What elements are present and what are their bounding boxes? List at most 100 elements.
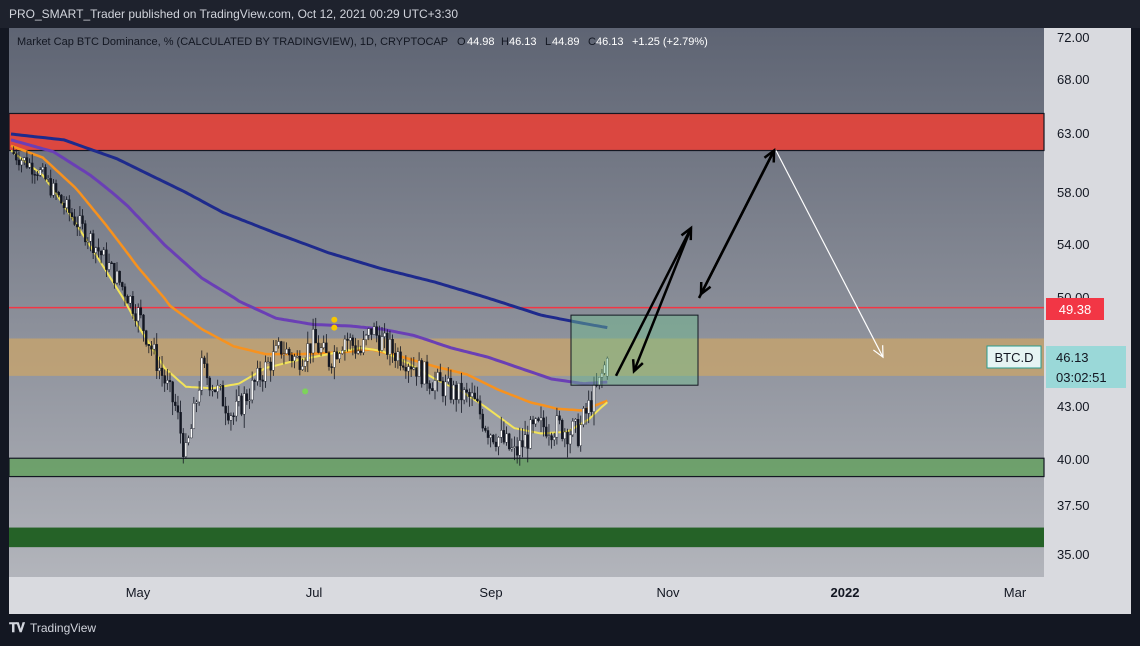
candle-body: [539, 417, 543, 421]
candle-body: [409, 366, 413, 370]
candle-body: [195, 401, 198, 404]
candle-body: [41, 167, 44, 170]
candle-body: [587, 400, 590, 414]
candle-body: [354, 345, 357, 354]
legend-close-value: 46.13: [596, 36, 624, 48]
candle-body: [370, 328, 373, 335]
candle-body: [12, 151, 15, 154]
candle-body: [309, 343, 312, 354]
last-price-tag-bg: [1046, 346, 1126, 388]
chart-svg[interactable]: 72.0068.0063.0058.0054.0050.0043.0040.00…: [8, 28, 1131, 614]
price-tick-label: 37.50: [1057, 498, 1090, 513]
candle-body: [362, 339, 365, 353]
candle-body: [290, 354, 294, 362]
candle-body: [391, 339, 394, 354]
candle-body: [423, 361, 426, 385]
candle-body: [303, 361, 307, 367]
legend-change: +1.25 (+2.79%): [632, 36, 708, 48]
candle-body: [378, 335, 381, 351]
candle-body: [364, 334, 368, 340]
candle-body: [216, 385, 219, 392]
candle-body: [15, 153, 18, 161]
candle-body: [131, 295, 135, 314]
candle-body: [449, 378, 453, 400]
chart-area[interactable]: 72.00 68.00 63.00 58.00 54.00 50.00 43.00 40.00…: [8, 28, 1131, 614]
candle-body: [508, 433, 511, 450]
legend-low-label: L: [545, 36, 551, 48]
candle-body: [515, 446, 519, 456]
tradingview-logo-icon: 𝐓𝐕: [9, 620, 25, 635]
candle-body: [107, 262, 111, 270]
candle-body: [192, 403, 196, 429]
arrow-down-2-head: [699, 282, 712, 297]
price-tick-label: 35.00: [1057, 547, 1090, 562]
time-axis-background: [9, 577, 1044, 614]
candle-body: [335, 351, 339, 360]
price-tick-label: 43.00: [1057, 399, 1090, 414]
ema-layer: [10, 132, 608, 435]
candle-body: [123, 286, 127, 297]
candle-body: [574, 419, 577, 422]
legend-close-label: C: [588, 36, 596, 48]
candle-body: [521, 440, 524, 448]
time-tick-label: May: [126, 585, 151, 600]
arrow-up-1: [614, 227, 693, 377]
candle-body: [38, 169, 42, 176]
candle-body: [457, 382, 461, 400]
candle-body: [558, 415, 561, 421]
countdown-tag: 03:02:51: [1056, 370, 1107, 385]
ema-navy-line: [10, 132, 608, 330]
candle-body: [502, 430, 506, 443]
candle-body: [537, 418, 540, 421]
ticker-tag-bg: [986, 345, 1042, 369]
candle-body: [248, 399, 251, 402]
candle-body: [25, 157, 29, 168]
candle-body: [547, 435, 551, 437]
candle-body: [134, 313, 137, 322]
candle-body: [250, 380, 254, 401]
candle-body: [584, 408, 588, 414]
candle-body: [274, 345, 278, 352]
candle-body: [341, 350, 344, 354]
candle-body: [205, 363, 209, 379]
arrow-down-1-head: [631, 359, 644, 374]
candle-body: [176, 405, 180, 413]
candle-body: [200, 357, 204, 391]
candle-body: [293, 356, 296, 362]
candle-body: [579, 424, 582, 446]
candle-body: [494, 441, 498, 447]
price-tick-label: 68.00: [1057, 72, 1090, 87]
candle-body: [455, 384, 458, 400]
candle-body: [269, 361, 272, 371]
candle-body: [489, 434, 492, 438]
candle-body: [102, 249, 105, 256]
candle-body: [150, 345, 153, 350]
candle-body: [46, 178, 50, 180]
candle-body: [420, 360, 423, 385]
candle-body: [563, 431, 567, 440]
price-tick-label: 54.00: [1057, 237, 1090, 252]
candle-body: [272, 351, 275, 371]
candle-body: [208, 377, 211, 391]
candle-body: [484, 427, 487, 431]
candle-body: [301, 366, 304, 370]
candle-body: [118, 270, 121, 283]
candle-body: [568, 434, 572, 445]
candle-body: [144, 330, 148, 345]
candle-body: [105, 249, 108, 270]
candle-body: [553, 436, 556, 441]
candle-body: [327, 352, 331, 367]
candle-body: [245, 393, 249, 402]
legend-open-label: O: [457, 36, 466, 48]
candle-body: [333, 351, 336, 368]
candle-body: [94, 247, 98, 254]
candle-body: [160, 367, 164, 376]
candle-body: [452, 384, 455, 400]
candle-body: [486, 430, 490, 438]
candle-body: [258, 368, 262, 381]
candle-body: [576, 419, 580, 446]
candle-body: [232, 415, 235, 417]
candle-body: [372, 326, 376, 335]
candle-body: [542, 417, 545, 428]
time-tick-label: Mar: [1004, 585, 1027, 600]
